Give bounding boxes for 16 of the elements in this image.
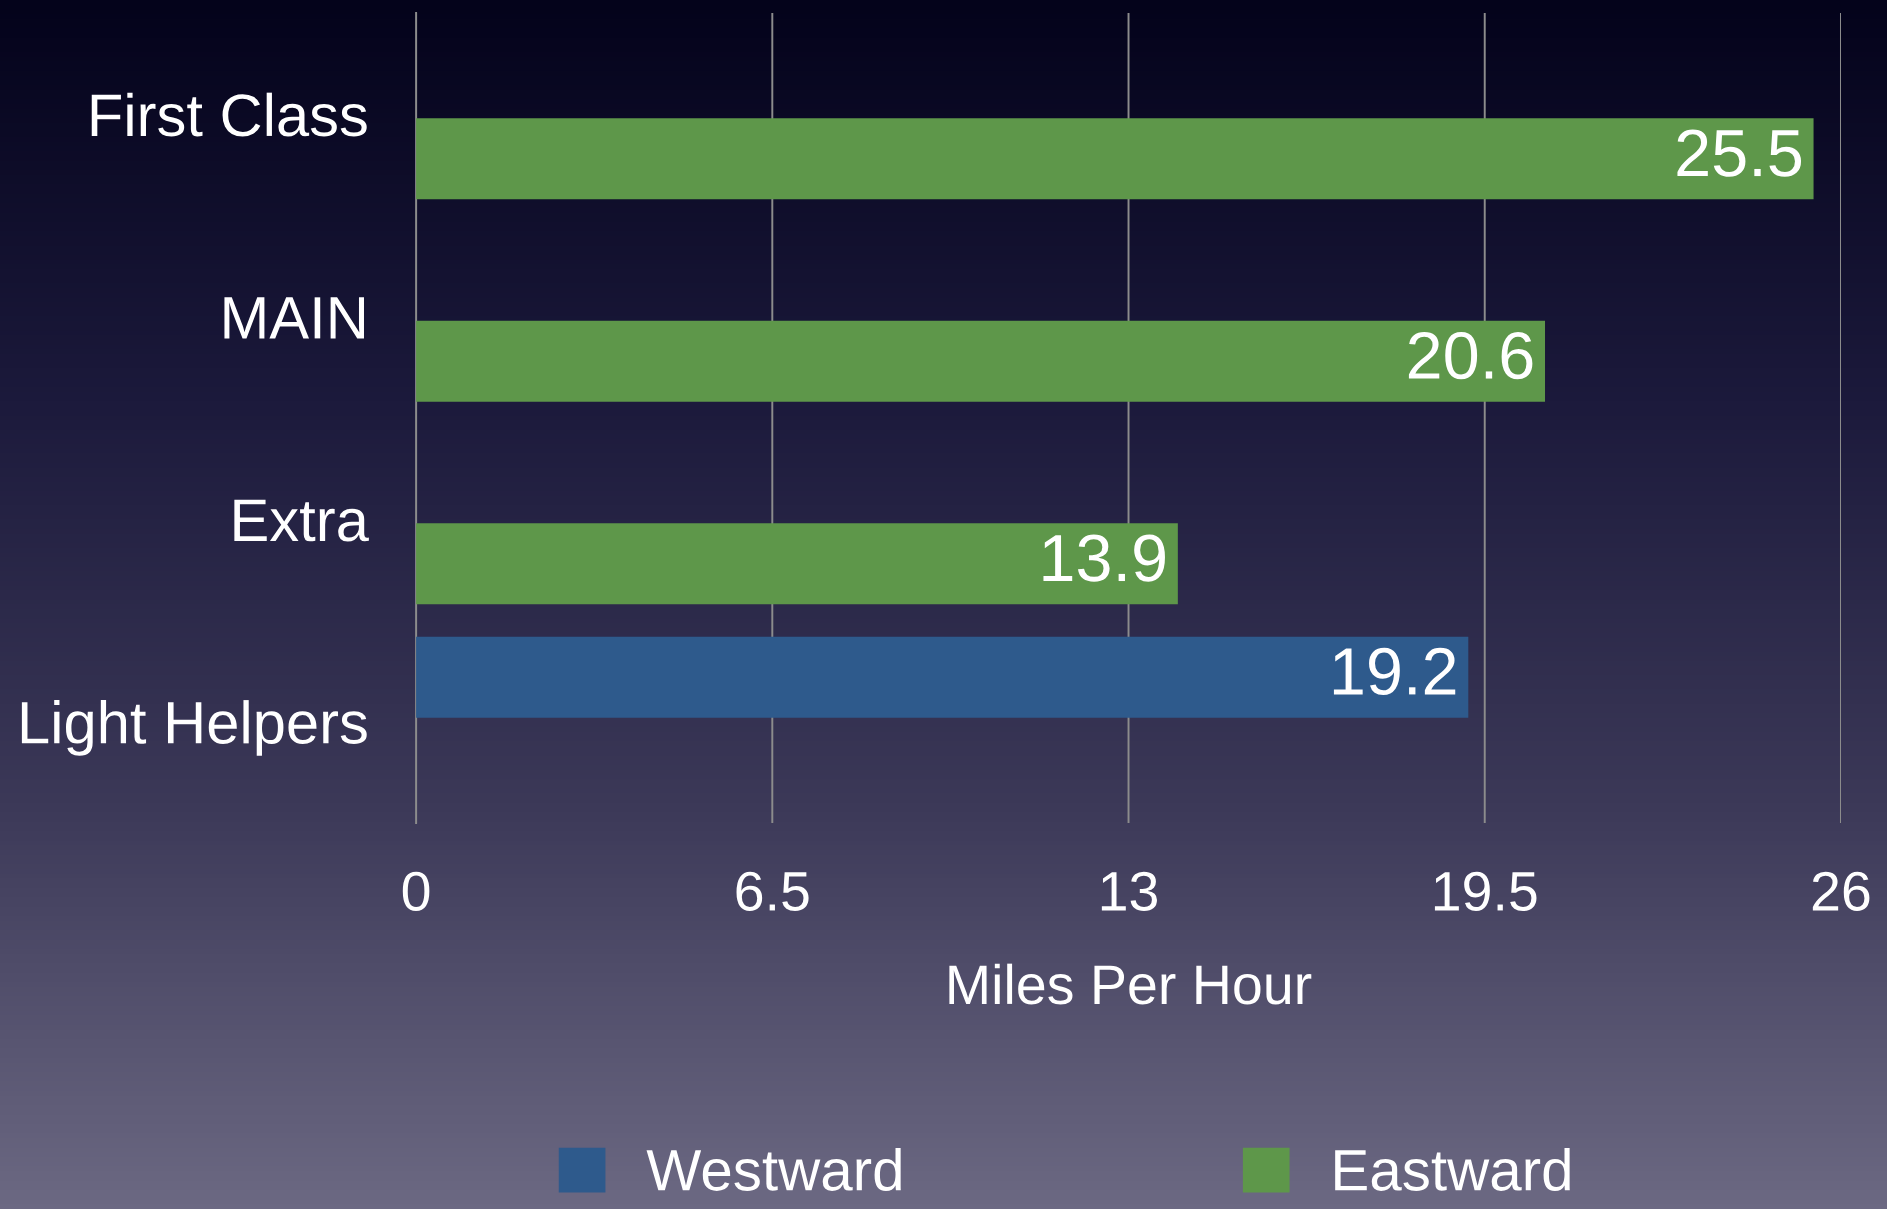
data-label: 19.2 xyxy=(1333,647,1456,696)
x-tick-label: 13 xyxy=(1101,871,1157,911)
legend-label: Eastward xyxy=(1335,1148,1570,1191)
y-tick-label: Light Helpers xyxy=(21,700,367,756)
x-tick-label: 26 xyxy=(1812,871,1870,911)
y-tick-label: First Class xyxy=(91,92,367,137)
legend-label: Westward xyxy=(646,1148,901,1191)
x-tick-label: 0 xyxy=(402,871,430,911)
y-tick-label: Extra xyxy=(234,499,369,542)
x-tick-label: 6.5 xyxy=(736,871,809,911)
x-axis-title: Miles Per Hour xyxy=(949,963,1312,1005)
data-label: 20.6 xyxy=(1408,332,1533,380)
data-label: 25.5 xyxy=(1677,129,1802,177)
x-tick-label: 19.5 xyxy=(1434,871,1537,911)
data-label: 13.9 xyxy=(1043,534,1165,582)
y-tick-label: MAIN xyxy=(224,297,364,339)
